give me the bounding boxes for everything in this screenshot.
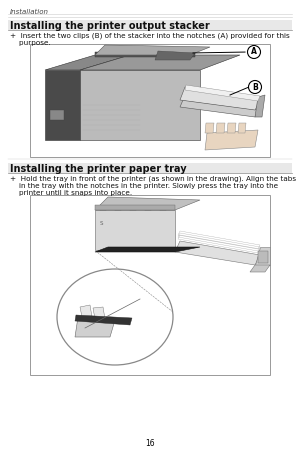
- Text: Installation: Installation: [10, 9, 49, 15]
- Polygon shape: [95, 45, 210, 55]
- Polygon shape: [155, 51, 195, 60]
- Polygon shape: [45, 55, 130, 70]
- Polygon shape: [185, 85, 260, 101]
- Polygon shape: [175, 241, 260, 265]
- Bar: [145, 210, 151, 250]
- Polygon shape: [238, 123, 246, 133]
- Bar: [8, 20, 292, 30]
- Bar: [115, 210, 121, 250]
- Polygon shape: [80, 305, 92, 317]
- Circle shape: [248, 46, 260, 59]
- Polygon shape: [180, 100, 258, 117]
- Text: B: B: [252, 82, 258, 92]
- Bar: [100, 210, 106, 250]
- Bar: [50, 110, 64, 120]
- Bar: [160, 210, 166, 250]
- Text: 16: 16: [145, 438, 155, 447]
- Text: Installing the printer output stacker: Installing the printer output stacker: [10, 21, 210, 31]
- Polygon shape: [93, 307, 105, 319]
- Polygon shape: [45, 70, 80, 140]
- Polygon shape: [205, 130, 258, 150]
- Text: +  Hold the tray in front of the printer (as shown in the drawing). Align the ta: + Hold the tray in front of the printer …: [10, 176, 296, 182]
- Text: in the tray with the notches in the printer. Slowly press the tray into the: in the tray with the notches in the prin…: [10, 183, 278, 189]
- Polygon shape: [80, 55, 240, 70]
- Bar: [258, 251, 268, 263]
- Bar: [8, 163, 292, 173]
- Text: S: S: [100, 221, 103, 226]
- Polygon shape: [216, 123, 225, 133]
- Text: printer until it snaps into place.: printer until it snaps into place.: [10, 190, 132, 196]
- Circle shape: [248, 80, 262, 93]
- Polygon shape: [75, 315, 132, 325]
- Text: A: A: [251, 47, 257, 57]
- Bar: [30, 44, 270, 157]
- Bar: [95, 210, 175, 250]
- Polygon shape: [95, 205, 175, 210]
- Bar: [30, 195, 270, 375]
- Ellipse shape: [57, 269, 173, 365]
- Polygon shape: [95, 197, 200, 210]
- Text: +  Insert the two clips (B) of the stacker into the notches (A) provided for thi: + Insert the two clips (B) of the stacke…: [10, 33, 290, 40]
- Polygon shape: [227, 123, 236, 133]
- Polygon shape: [255, 95, 265, 117]
- Polygon shape: [95, 247, 200, 252]
- Polygon shape: [250, 265, 270, 272]
- Polygon shape: [95, 52, 195, 57]
- Text: Installing the printer paper tray: Installing the printer paper tray: [10, 164, 187, 174]
- Bar: [130, 210, 136, 250]
- Polygon shape: [205, 123, 214, 133]
- Polygon shape: [180, 87, 262, 110]
- Polygon shape: [255, 247, 270, 265]
- Polygon shape: [75, 317, 115, 337]
- Polygon shape: [80, 70, 200, 140]
- Text: purpose.: purpose.: [10, 40, 51, 46]
